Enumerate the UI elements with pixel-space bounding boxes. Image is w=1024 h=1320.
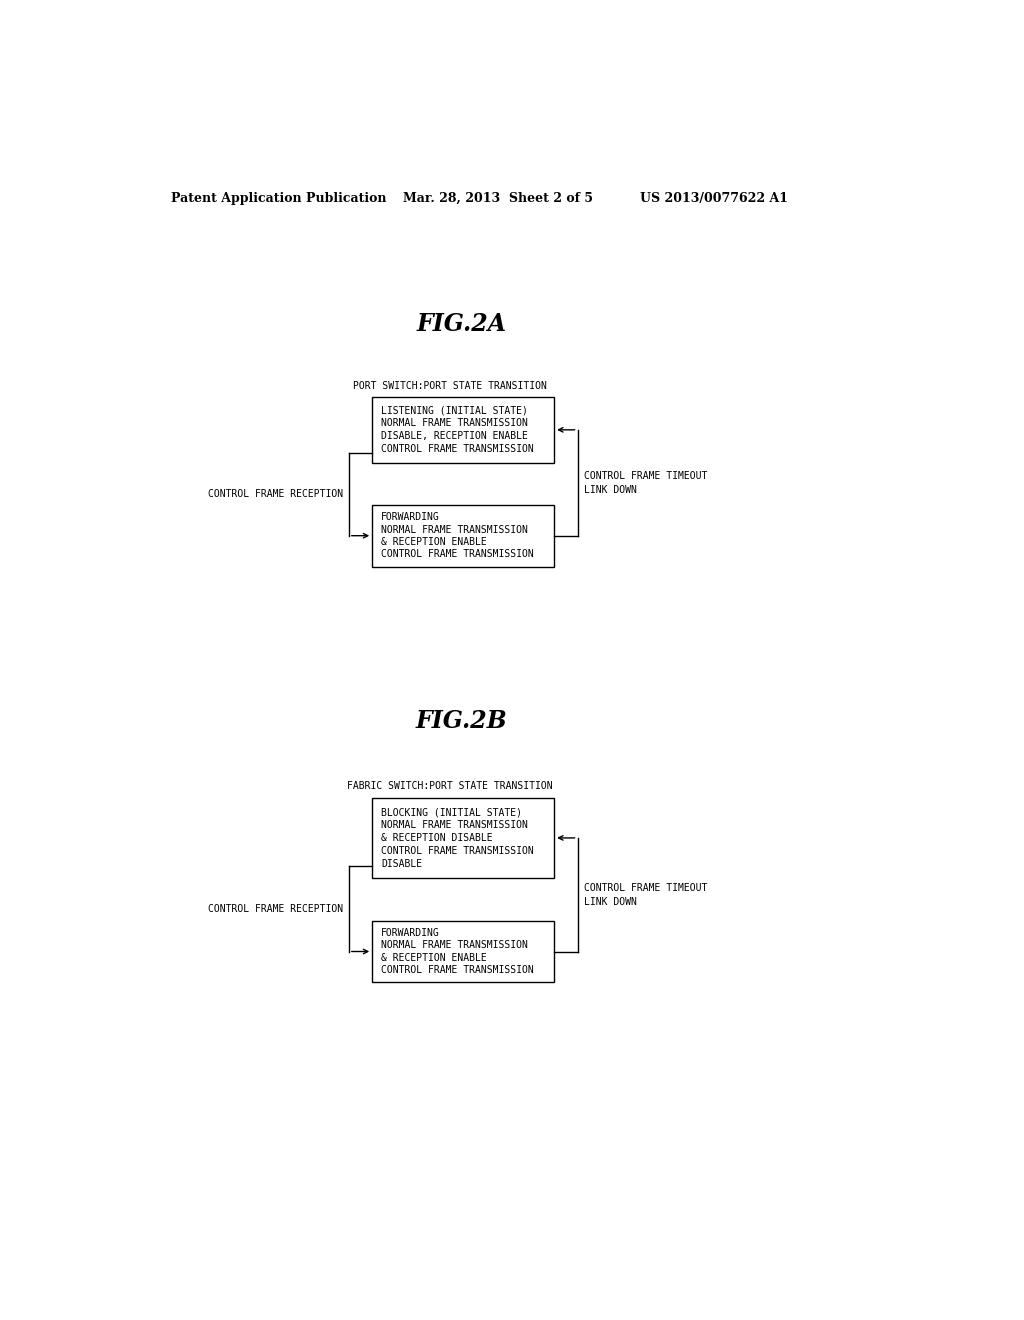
Text: & RECEPTION DISABLE: & RECEPTION DISABLE (381, 833, 493, 843)
Text: Mar. 28, 2013  Sheet 2 of 5: Mar. 28, 2013 Sheet 2 of 5 (403, 191, 593, 205)
Bar (372, 921, 554, 982)
Text: PORT SWITCH:PORT STATE TRANSITION: PORT SWITCH:PORT STATE TRANSITION (352, 380, 547, 391)
Text: LINK DOWN: LINK DOWN (584, 484, 637, 495)
Text: DISABLE: DISABLE (381, 859, 422, 869)
Text: NORMAL FRAME TRANSMISSION: NORMAL FRAME TRANSMISSION (381, 418, 528, 428)
Text: CONTROL FRAME TRANSMISSION: CONTROL FRAME TRANSMISSION (381, 445, 534, 454)
Text: & RECEPTION ENABLE: & RECEPTION ENABLE (381, 953, 487, 962)
Text: CONTROL FRAME RECEPTION: CONTROL FRAME RECEPTION (208, 490, 343, 499)
Text: NORMAL FRAME TRANSMISSION: NORMAL FRAME TRANSMISSION (381, 820, 528, 830)
Text: NORMAL FRAME TRANSMISSION: NORMAL FRAME TRANSMISSION (381, 940, 528, 950)
Text: FIG.2B: FIG.2B (416, 709, 507, 733)
Text: FORWARDING: FORWARDING (381, 928, 440, 939)
Text: NORMAL FRAME TRANSMISSION: NORMAL FRAME TRANSMISSION (381, 524, 528, 535)
Text: CONTROL FRAME TRANSMISSION: CONTROL FRAME TRANSMISSION (381, 965, 534, 975)
Text: CONTROL FRAME TIMEOUT: CONTROL FRAME TIMEOUT (584, 883, 708, 892)
Bar (372, 797, 554, 878)
Text: LINK DOWN: LINK DOWN (584, 896, 637, 907)
Text: FIG.2A: FIG.2A (416, 312, 506, 337)
Bar (372, 397, 554, 462)
Bar (372, 506, 554, 566)
Text: & RECEPTION ENABLE: & RECEPTION ENABLE (381, 537, 487, 546)
Text: FABRIC SWITCH:PORT STATE TRANSITION: FABRIC SWITCH:PORT STATE TRANSITION (347, 781, 552, 791)
Text: CONTROL FRAME TRANSMISSION: CONTROL FRAME TRANSMISSION (381, 549, 534, 560)
Text: CONTROL FRAME TRANSMISSION: CONTROL FRAME TRANSMISSION (381, 846, 534, 855)
Text: US 2013/0077622 A1: US 2013/0077622 A1 (640, 191, 787, 205)
Text: Patent Application Publication: Patent Application Publication (171, 191, 386, 205)
Text: CONTROL FRAME TIMEOUT: CONTROL FRAME TIMEOUT (584, 471, 708, 480)
Text: BLOCKING (INITIAL STATE): BLOCKING (INITIAL STATE) (381, 807, 522, 817)
Text: FORWARDING: FORWARDING (381, 512, 440, 523)
Text: LISTENING (INITIAL STATE): LISTENING (INITIAL STATE) (381, 405, 528, 416)
Text: DISABLE, RECEPTION ENABLE: DISABLE, RECEPTION ENABLE (381, 432, 528, 441)
Text: CONTROL FRAME RECEPTION: CONTROL FRAME RECEPTION (208, 904, 343, 913)
